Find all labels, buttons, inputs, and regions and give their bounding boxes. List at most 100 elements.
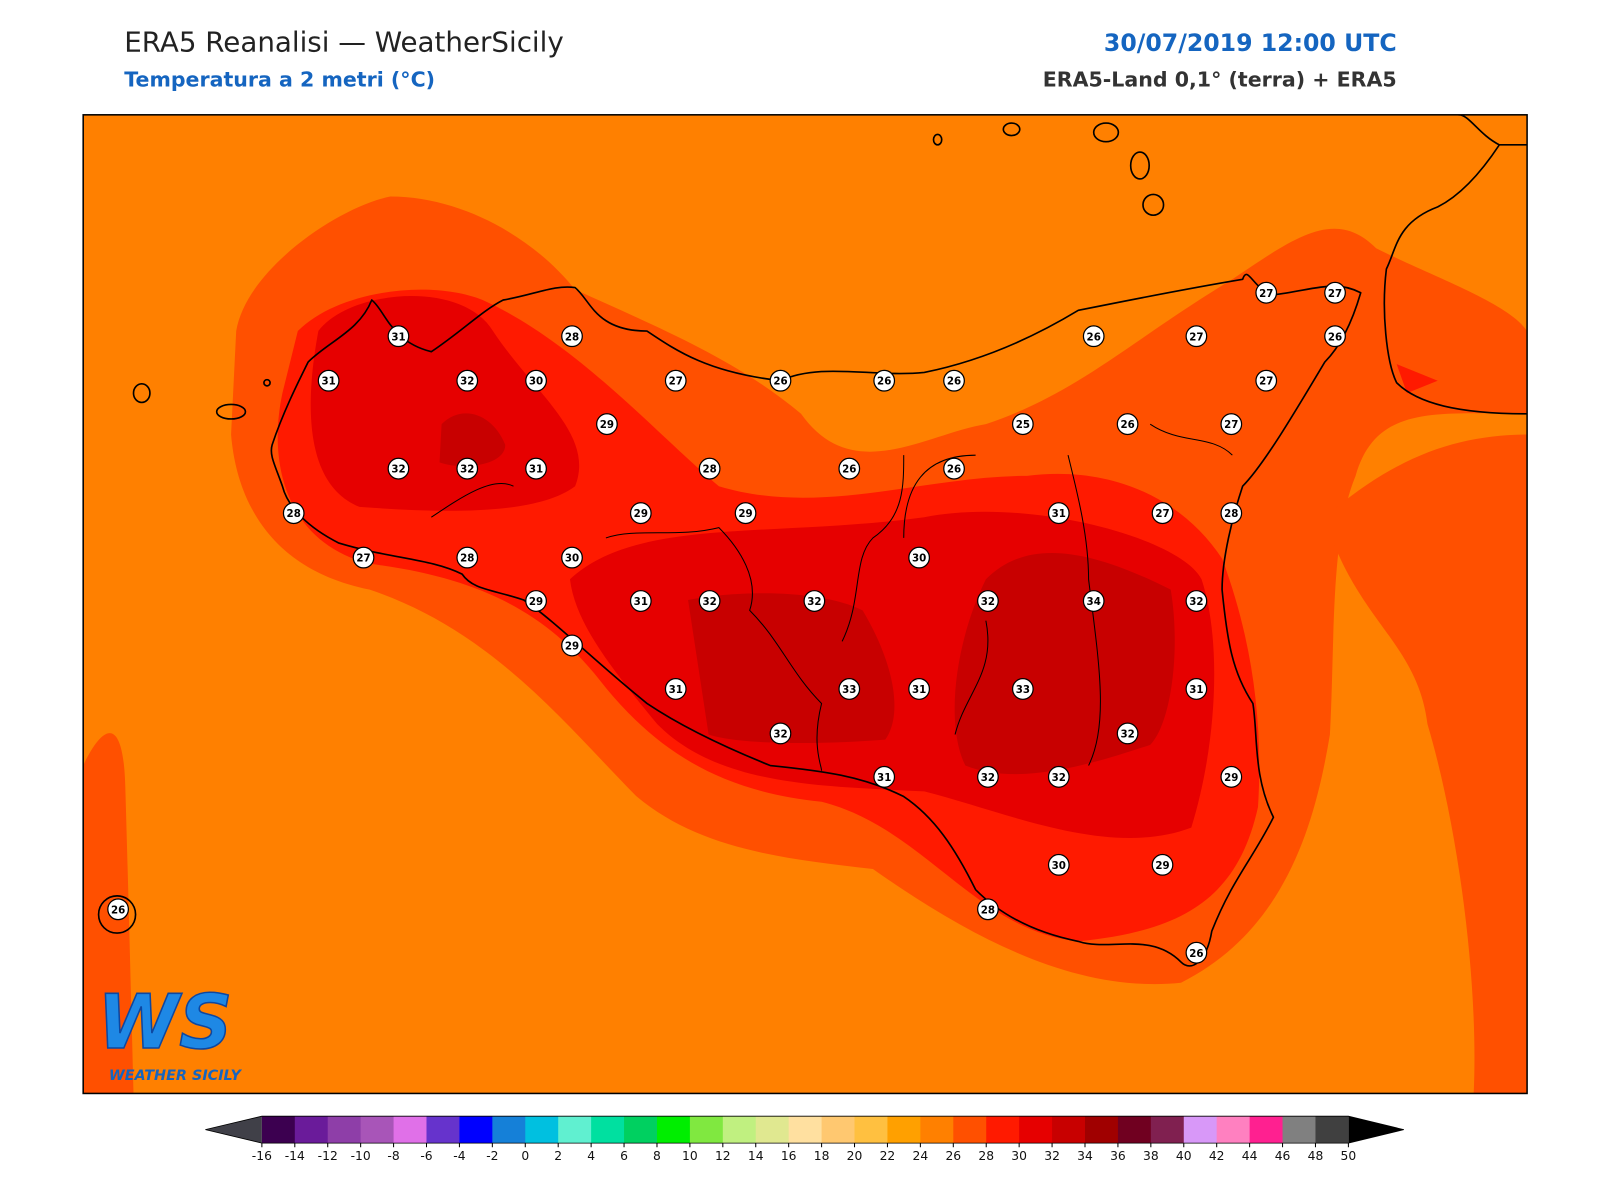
colorbar-bin	[788, 1116, 823, 1144]
station-value: 26	[111, 904, 125, 916]
colorbar-tick-label: -4	[453, 1149, 465, 1163]
station-marker	[838, 457, 861, 480]
station-value: 26	[1087, 331, 1101, 343]
station-marker	[387, 325, 410, 348]
station-value: 28	[1224, 508, 1238, 520]
station-value: 34	[1087, 596, 1101, 608]
station-value: 32	[460, 464, 474, 476]
stations: 31 28 31 32 30 27 26 26 26 26 27 27 27 26 27 29 25 26 27 32…	[107, 281, 1346, 964]
station-value: 30	[565, 553, 579, 565]
station-value: 30	[1052, 860, 1066, 872]
station-value: 29	[600, 419, 614, 431]
station-value: 26	[877, 376, 891, 388]
station-value: 32	[773, 728, 787, 740]
station-marker	[769, 369, 792, 392]
colorbar-bin	[1052, 1116, 1086, 1144]
colorbar-tick-label: 38	[1143, 1149, 1159, 1163]
station-marker	[698, 457, 721, 480]
station-marker	[1220, 765, 1243, 788]
colorbar-tick-label: -16	[252, 1149, 272, 1163]
station-value: 29	[1155, 860, 1169, 872]
colorbar-tick-label: -10	[351, 1149, 371, 1163]
station-value: 32	[391, 464, 405, 476]
colorbar-bin	[920, 1116, 954, 1144]
colorbar: -16 -14 -12 -10 -8 -6 -4 -2 0 2 4 6 8 10 12 14 16 18 20 22 2…	[205, 1115, 1404, 1163]
station-value: 27	[669, 376, 683, 388]
station-marker	[977, 765, 999, 788]
station-marker	[1255, 281, 1278, 304]
station-marker	[769, 722, 792, 745]
station-marker	[664, 369, 687, 392]
colorbar-tick-label: 44	[1242, 1149, 1258, 1163]
contour-28-e	[1396, 364, 1438, 394]
station-value: 26	[842, 464, 856, 476]
station-value: 26	[1120, 419, 1134, 431]
colorbar-bin	[294, 1116, 329, 1144]
colorbar-tick-label: -2	[486, 1149, 498, 1163]
station-value: 32	[807, 596, 821, 608]
station-value: 31	[634, 596, 648, 608]
station-marker	[977, 898, 999, 921]
colorbar-bin	[591, 1116, 625, 1144]
station-marker	[698, 590, 721, 612]
station-value: 27	[1189, 331, 1203, 343]
station-marker	[596, 413, 618, 436]
station-marker	[1220, 502, 1243, 525]
subtitle: Temperatura a 2 metri (°C)	[124, 68, 435, 92]
colorbar-over	[1348, 1116, 1404, 1144]
colorbar-bin	[1084, 1116, 1119, 1144]
station-marker	[456, 546, 479, 569]
colorbar-tick-label: 32	[1044, 1149, 1060, 1163]
station-value: 27	[1259, 288, 1273, 300]
colorbar-bin	[360, 1116, 395, 1144]
station-marker	[1255, 369, 1278, 392]
colorbar-bin	[656, 1116, 691, 1144]
colorbar-tick-label: 6	[620, 1149, 628, 1163]
colorbar-bin	[558, 1116, 592, 1144]
colorbar-bin	[854, 1116, 888, 1144]
colorbar-bin	[1019, 1116, 1053, 1144]
colorbar-bin	[261, 1116, 296, 1144]
coastline	[270, 273, 1362, 967]
colorbar-tick-label: 40	[1176, 1149, 1192, 1163]
station-marker	[908, 546, 931, 569]
colorbar-tick-label: 30	[1011, 1149, 1027, 1163]
station-value: 26	[1189, 948, 1203, 960]
station-value: 31	[1189, 684, 1203, 696]
station-marker	[1185, 325, 1208, 348]
station-value: 32	[981, 772, 995, 784]
colorbar-tick-label: 10	[682, 1149, 698, 1163]
colorbar-tick-label: 24	[913, 1149, 929, 1163]
colorbar-bin	[821, 1116, 856, 1144]
colorbar-tick-label: 12	[715, 1149, 731, 1163]
colorbar-bin	[492, 1116, 526, 1144]
station-value: 28	[565, 331, 579, 343]
station-marker	[1185, 941, 1208, 964]
station-marker	[943, 457, 965, 480]
contour-32	[439, 413, 1175, 775]
islands	[97, 122, 1165, 934]
colorbar-tick-label: 18	[814, 1149, 830, 1163]
colorbar-tick-label: 48	[1308, 1149, 1324, 1163]
station-marker	[1151, 502, 1174, 525]
logo: WS WEATHER SICILY	[97, 978, 243, 1084]
station-value: 29	[529, 596, 543, 608]
colorbar-bin	[393, 1116, 428, 1144]
station-value: 28	[702, 464, 716, 476]
station-marker	[1116, 413, 1139, 436]
station-marker	[561, 546, 583, 569]
colorbar-bin	[1282, 1116, 1316, 1144]
source: ERA5-Land 0,1° (terra) + ERA5	[1043, 68, 1397, 92]
station-value: 32	[1052, 772, 1066, 784]
station-value: 26	[947, 376, 961, 388]
station-marker	[873, 765, 896, 788]
station-value: 31	[877, 772, 891, 784]
station-marker	[629, 590, 652, 612]
province-borders	[431, 423, 1233, 771]
station-value: 31	[912, 684, 926, 696]
station-value: 28	[981, 904, 995, 916]
colorbar-tick-label: 8	[653, 1149, 661, 1163]
station-value: 31	[1052, 508, 1066, 520]
station-marker	[456, 369, 479, 392]
station-marker	[1082, 590, 1105, 612]
